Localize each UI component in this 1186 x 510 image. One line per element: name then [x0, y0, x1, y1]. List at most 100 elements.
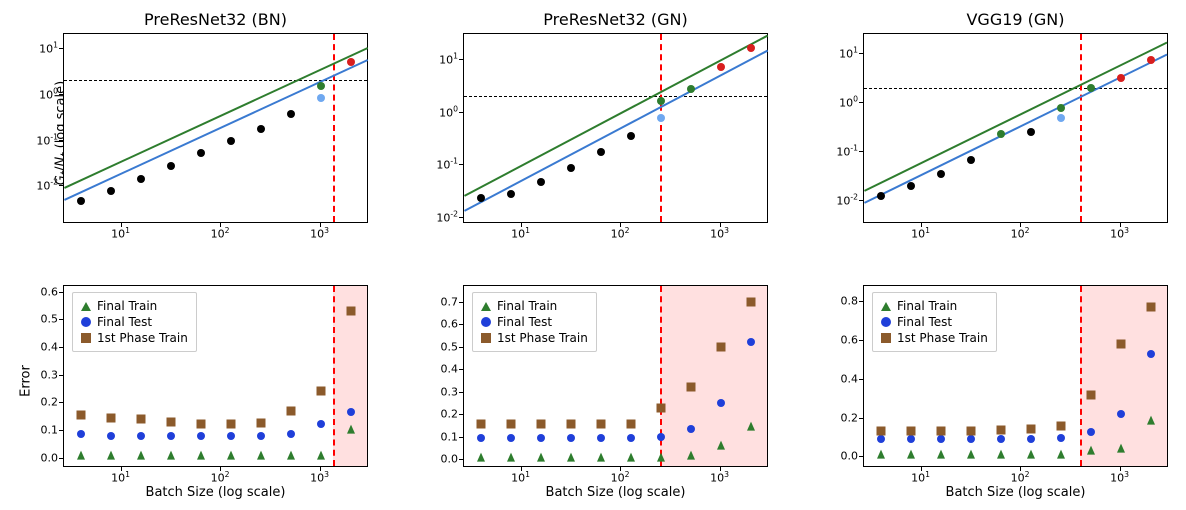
point-final-test [967, 435, 975, 443]
ytick: 0.5 [441, 340, 465, 353]
panel-title: VGG19 (GN) [863, 10, 1168, 29]
ytick: 0.6 [441, 318, 465, 331]
point-final-train [597, 453, 605, 462]
point-black [257, 125, 265, 133]
xtick: 101 [111, 222, 130, 241]
point-final-test [937, 435, 945, 443]
point-phase1-train [1146, 303, 1155, 312]
point-final-train [997, 450, 1005, 459]
legend: Final TrainFinal Test1st Phase Train [72, 292, 197, 352]
point-phase1-train [1116, 340, 1125, 349]
point-final-train [567, 453, 575, 462]
shaded-region [1080, 286, 1167, 466]
point-final-test [317, 420, 325, 428]
point-phase1-train [716, 342, 725, 351]
horizontal-threshold-line [464, 96, 767, 97]
xtick: 103 [710, 466, 729, 485]
ytick: 10-2 [36, 178, 64, 193]
legend-label: Final Train [497, 299, 557, 313]
plot-area: 0.00.10.20.30.40.50.60.7101102103Final T… [463, 285, 768, 467]
ytick: 0.8 [841, 295, 865, 308]
vertical-threshold-line [333, 286, 335, 466]
ytick: 100 [39, 86, 64, 101]
point-final-train [197, 451, 205, 460]
point-final-test [477, 434, 485, 442]
point-final-test [877, 435, 885, 443]
legend-item: Final Train [81, 299, 188, 313]
plot-area: 10-210-1100101101102103 [863, 33, 1168, 223]
fit-line-upper [64, 47, 368, 188]
vertical-threshold-line [1080, 34, 1082, 222]
xtick: 101 [911, 222, 930, 241]
point-phase1-train [566, 420, 575, 429]
point-final-train [1087, 446, 1095, 455]
point-phase1-train [196, 420, 205, 429]
point-final-test [1027, 435, 1035, 443]
point-green [997, 130, 1005, 138]
point-green [317, 82, 325, 90]
point-phase1-train [656, 403, 665, 412]
point-final-train [1117, 443, 1125, 452]
legend-marker [481, 333, 491, 343]
point-final-test [567, 434, 575, 442]
legend-label: Final Train [97, 299, 157, 313]
legend-item: Final Train [481, 299, 588, 313]
point-final-test [507, 434, 515, 442]
xtick: 102 [611, 222, 630, 241]
point-red [1117, 74, 1125, 82]
plot-area: 10-210-1100101101102103 [63, 33, 368, 223]
fit-line-upper [464, 35, 768, 197]
point-final-train [287, 451, 295, 460]
point-final-test [347, 408, 355, 416]
point-final-test [1147, 350, 1155, 358]
legend-item: Final Test [81, 315, 188, 329]
panel-bottom-2: Batch Size (log scale)0.00.20.40.60.8101… [808, 260, 1178, 502]
point-final-train [1027, 450, 1035, 459]
point-phase1-train [966, 427, 975, 436]
point-black [967, 156, 975, 164]
point-final-train [167, 451, 175, 460]
xlabel: Batch Size (log scale) [463, 485, 768, 500]
point-lightblue [317, 94, 325, 102]
point-final-train [657, 453, 665, 462]
legend-label: Final Test [897, 315, 952, 329]
panel-bottom-0: ErrorBatch Size (log scale)0.00.10.20.30… [8, 260, 378, 502]
point-black [107, 187, 115, 195]
point-final-train [507, 453, 515, 462]
point-final-test [167, 432, 175, 440]
xtick: 102 [211, 222, 230, 241]
point-final-test [287, 430, 295, 438]
xtick: 103 [310, 466, 329, 485]
point-final-train [537, 453, 545, 462]
point-green [1057, 104, 1065, 112]
point-phase1-train [476, 420, 485, 429]
point-final-train [877, 450, 885, 459]
point-phase1-train [876, 427, 885, 436]
xtick: 101 [511, 222, 530, 241]
shaded-region [660, 286, 767, 466]
point-phase1-train [536, 420, 545, 429]
point-green [687, 85, 695, 93]
point-final-test [657, 433, 665, 441]
point-final-test [1057, 434, 1065, 442]
panel-top-0: PreResNet32 (BN)Gt/Nt (log scale)10-210-… [8, 8, 378, 258]
point-final-test [107, 432, 115, 440]
point-red [747, 44, 755, 52]
legend-label: 1st Phase Train [497, 331, 588, 345]
ytick: 0.2 [841, 411, 865, 424]
point-final-train [137, 451, 145, 460]
point-lightblue [657, 114, 665, 122]
legend-item: Final Test [481, 315, 588, 329]
point-final-train [77, 451, 85, 460]
point-final-train [907, 450, 915, 459]
point-green [1087, 84, 1095, 92]
point-phase1-train [316, 387, 325, 396]
ytick: 0.6 [41, 285, 65, 298]
point-final-test [197, 432, 205, 440]
point-red [717, 63, 725, 71]
ytick: 10-2 [436, 210, 464, 225]
ytick: 0.0 [441, 453, 465, 466]
legend-marker [81, 317, 91, 327]
legend-label: Final Test [497, 315, 552, 329]
legend-marker [481, 317, 491, 327]
